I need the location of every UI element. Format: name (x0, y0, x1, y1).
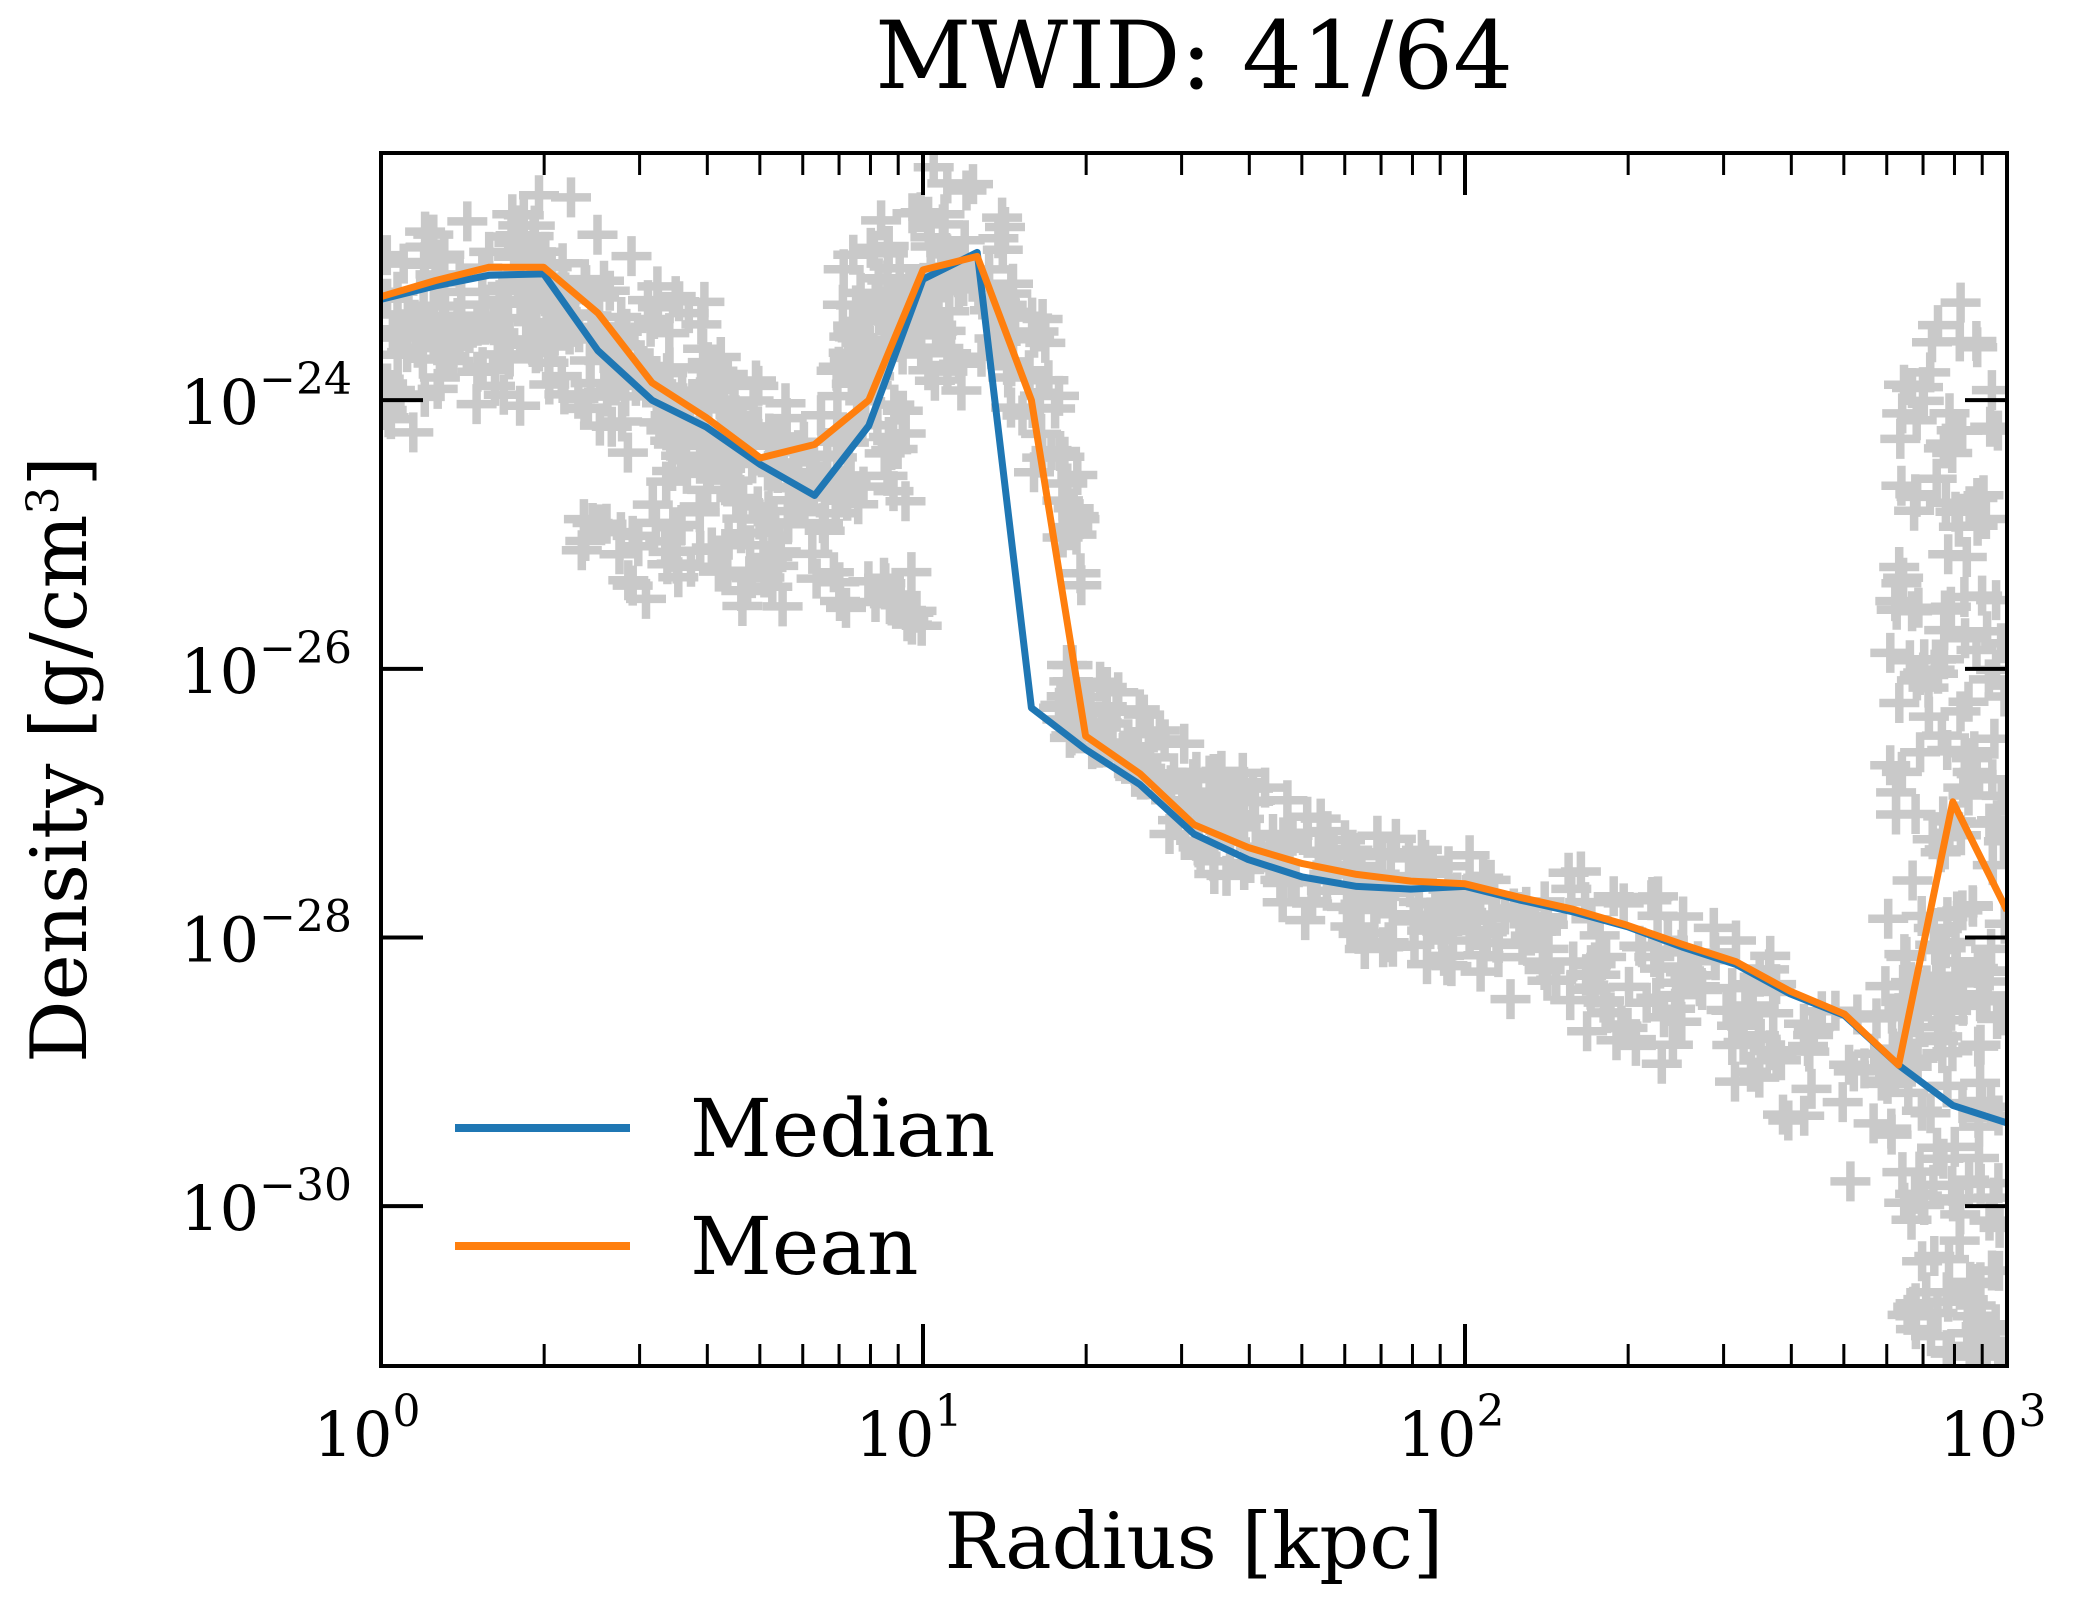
y-axis-label: Density [g/cm3] (15, 456, 105, 1063)
x-tick-label: 102 (1398, 1386, 1505, 1471)
mean-line (381, 252, 2007, 1069)
x-axis-label: Radius [kpc] (945, 1497, 1444, 1587)
x-tick-label: 100 (314, 1386, 421, 1471)
chart-title: MWID: 41/64 (875, 2, 1513, 111)
legend-mean-label: Mean (690, 1200, 918, 1293)
y-tick-label: 10−28 (180, 891, 352, 976)
y-tick-label: 10−24 (180, 354, 352, 439)
plot-area-border (379, 151, 2009, 1368)
y-tick-label: 10−26 (180, 623, 352, 708)
x-tick-label: 103 (1940, 1386, 2047, 1471)
x-tick-label: 101 (856, 1386, 963, 1471)
y-tick-label: 10−30 (180, 1160, 352, 1245)
scatter-points (381, 153, 2007, 1366)
axis-ticks (379, 153, 2009, 1366)
legend: Median Mean (455, 1082, 995, 1293)
legend-median-label: Median (690, 1082, 995, 1175)
